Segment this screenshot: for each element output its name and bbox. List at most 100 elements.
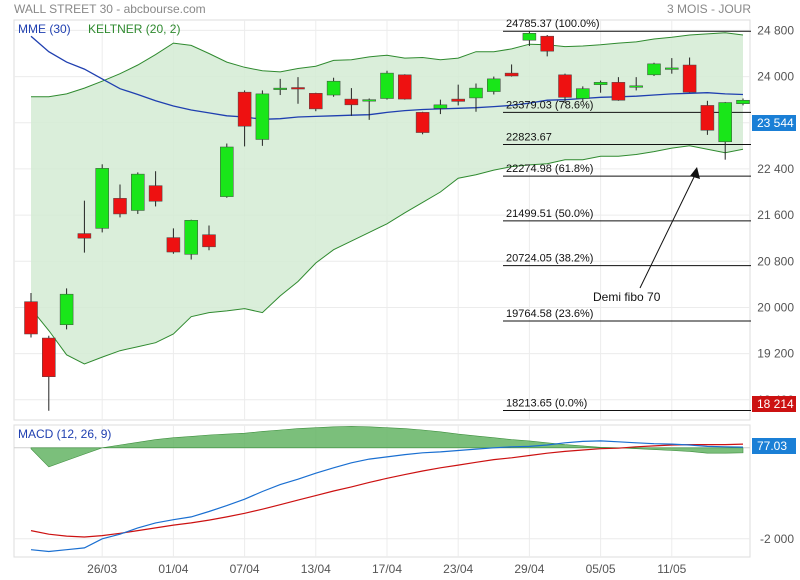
- price-panel-frame: [13, 19, 751, 421]
- fibo-level-label: 20724.05 (38.2%): [506, 253, 593, 265]
- date-axis: 26/03 01/04 07/04 13/04 17/04 23/04 29/04 05/05…: [87, 562, 687, 576]
- fibo-level-label: 21499.51 (50.0%): [506, 208, 593, 220]
- macd-line: [30, 440, 744, 553]
- candle: [736, 98, 750, 106]
- macd-axis: -2 000: [760, 532, 794, 546]
- candle: [220, 143, 234, 198]
- macd-histogram: [30, 426, 744, 468]
- demi-fibo-annotation: Demi fibo 70: [593, 167, 700, 304]
- candle: [700, 100, 715, 135]
- candle: [95, 164, 109, 233]
- candle: [309, 92, 323, 112]
- candle: [522, 31, 537, 46]
- candle-body-down: [540, 35, 554, 52]
- candle-body-up: [255, 93, 270, 140]
- candle: [291, 77, 305, 104]
- fibo-level-label: 22274.98 (61.8%): [506, 163, 593, 175]
- candle: [665, 58, 679, 74]
- candle: [113, 184, 127, 218]
- candle-body-down: [309, 93, 323, 110]
- macd-value: 77.03: [757, 439, 787, 453]
- price-tick-label: 19 200: [757, 347, 794, 361]
- candle: [398, 74, 412, 100]
- candle-body-up: [665, 67, 679, 70]
- date-tick-label: 17/04: [372, 562, 402, 576]
- macd-panel-frame: [13, 424, 751, 558]
- candle-body-down: [202, 234, 216, 248]
- legend-keltner: KELTNER (20, 2): [88, 22, 180, 36]
- candle: [451, 84, 465, 106]
- candle-body-down: [611, 82, 626, 101]
- candle: [487, 76, 501, 95]
- candle: [576, 86, 590, 102]
- date-tick-label: 26/03: [87, 562, 117, 576]
- candle: [148, 171, 163, 207]
- date-tick-label: 11/05: [657, 562, 686, 576]
- candle: [184, 219, 198, 260]
- candle: [415, 111, 430, 135]
- candle-body-up: [326, 80, 341, 96]
- candle-body-down: [148, 185, 163, 202]
- candle: [42, 335, 56, 411]
- candle-body-up: [95, 168, 109, 229]
- candle: [131, 172, 145, 214]
- candle-body-up: [736, 99, 750, 104]
- candle-body-up: [380, 72, 394, 99]
- candle: [326, 77, 341, 97]
- candle-body-up: [469, 87, 483, 99]
- macd-tick-label: -2 000: [760, 532, 794, 546]
- candle: [255, 90, 270, 146]
- candle-body-down: [700, 105, 715, 131]
- signal-line: [30, 443, 744, 538]
- candle-body-up: [522, 33, 537, 41]
- candle-body-down: [237, 91, 252, 127]
- candle: [362, 98, 376, 120]
- low-price-badge: 18 214: [752, 396, 796, 412]
- candle-body-down: [682, 64, 697, 93]
- candle: [611, 77, 626, 101]
- keltner-band: [30, 32, 744, 365]
- candle-body-down: [291, 87, 305, 90]
- low-price-value: 18 214: [757, 397, 794, 411]
- candle: [77, 200, 92, 253]
- chart-title: WALL STREET 30 - abcbourse.com: [14, 2, 206, 16]
- candle: [166, 228, 181, 254]
- candle-body-up: [273, 87, 287, 90]
- candle: [380, 70, 394, 100]
- legend-mme: MME (30): [18, 22, 71, 36]
- candle-body-down: [504, 72, 519, 77]
- annotation-arrow-head: [690, 167, 700, 179]
- fibo-level-label: 24785.37 (100.0%): [506, 18, 600, 30]
- date-tick-label: 13/04: [301, 562, 331, 576]
- candle: [344, 88, 359, 116]
- candle: [593, 80, 608, 93]
- last-price-badge: 23 544: [752, 115, 796, 131]
- candle-body-down: [415, 112, 430, 133]
- candle-body-down: [451, 98, 465, 102]
- candle: [647, 62, 661, 76]
- candle-body-down: [558, 74, 572, 98]
- last-price-badge-bg: [752, 115, 796, 131]
- fibo-level-label: 23379.03 (78.6%): [506, 99, 593, 111]
- candle: [558, 73, 572, 104]
- candle-body-up: [362, 99, 376, 102]
- price-tick-label: 21 600: [757, 208, 794, 222]
- keltner-upper-line: [31, 32, 744, 98]
- candle-body-up: [487, 78, 501, 92]
- period-label: 3 MOIS - JOUR: [667, 2, 751, 16]
- candle-body-down: [398, 74, 412, 100]
- candle-body-up: [131, 173, 145, 211]
- fibo-level-label: 18213.65 (0.0%): [506, 398, 587, 410]
- candle-body-up: [220, 146, 234, 197]
- candle-body-up: [629, 85, 643, 88]
- price-tick-label: 20 800: [757, 254, 794, 268]
- candle: [540, 35, 554, 57]
- candle-body-down: [166, 237, 181, 253]
- date-tick-label: 05/05: [586, 562, 616, 576]
- candle: [433, 99, 448, 115]
- candle: [682, 57, 697, 93]
- low-price-badge-bg: [752, 396, 796, 412]
- candle-body-up: [647, 63, 661, 76]
- candlesticks: [24, 31, 750, 411]
